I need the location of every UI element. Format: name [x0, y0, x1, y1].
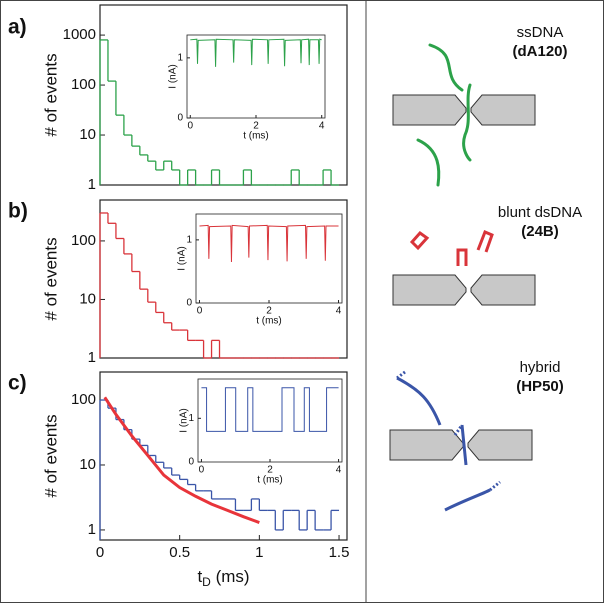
x-tick-label: 4	[336, 465, 342, 476]
y-tick-label: 0	[186, 298, 192, 309]
strand	[428, 43, 464, 92]
y-tick-label: 100	[71, 232, 96, 249]
current-trace	[199, 224, 339, 262]
dsdna-hairpins	[409, 230, 494, 266]
strand	[462, 83, 472, 162]
ssdna-strands	[416, 43, 472, 187]
panel-label: a)	[8, 16, 27, 39]
y-tick-label: 10	[79, 290, 96, 307]
diagram-name: ssDNA	[517, 24, 564, 41]
diagram-code: (HP50)	[516, 378, 564, 395]
x-axis-label: t (ms)	[243, 131, 269, 142]
panel-label: c)	[8, 372, 27, 395]
x-tick-label: 1.5	[329, 544, 350, 561]
hairpin	[409, 230, 430, 251]
strand	[416, 138, 441, 187]
x-tick-label: 0	[199, 465, 205, 476]
hairpin	[456, 248, 468, 266]
strand	[460, 424, 468, 466]
y-tick-label: 1	[186, 235, 192, 246]
diagram-name: hybrid	[520, 359, 561, 376]
y-tick-label: 0	[177, 113, 183, 124]
strand	[444, 488, 491, 512]
strand	[396, 376, 442, 426]
x-tick-label: 0.5	[169, 544, 190, 561]
plot-frame	[197, 378, 343, 463]
x-tick-label: 4	[319, 121, 325, 132]
pores	[389, 94, 536, 461]
hybrid-strands	[396, 370, 501, 512]
diagram-code: (24B)	[521, 223, 559, 240]
x-tick-label: 2	[253, 121, 259, 132]
y-tick-label: 1	[88, 521, 96, 538]
x-tick-label: 0	[197, 306, 203, 317]
current-trace	[190, 38, 322, 67]
y-tick-label: 0	[188, 457, 194, 468]
y-tick-label: 1	[177, 52, 183, 63]
x-axis-label: t (ms)	[257, 475, 283, 486]
y-axis-label: # of events	[41, 237, 60, 320]
strand	[489, 480, 501, 492]
x-tick-label: 0	[188, 121, 194, 132]
strand	[396, 370, 406, 380]
y-axis-label: # of events	[41, 414, 60, 497]
y-tick-label: 10	[79, 456, 96, 473]
y-tick-label: 1	[88, 176, 96, 193]
y-axis-label: I (nA)	[179, 408, 190, 432]
pore	[467, 429, 533, 461]
diagram-name: blunt dsDNA	[498, 204, 582, 221]
x-label-rest: (ms)	[211, 567, 250, 586]
x-axis-label: tD (ms)	[197, 567, 249, 589]
y-tick-label: 1	[88, 349, 96, 366]
pore	[392, 274, 467, 306]
plot-frame	[186, 34, 326, 119]
y-tick-label: 1	[188, 413, 194, 424]
x-tick-label: 0	[96, 544, 104, 561]
x-label-sub: D	[202, 575, 211, 589]
x-label-main: t	[197, 567, 202, 586]
y-axis-label: I (nA)	[177, 246, 188, 270]
diagram-code: (dA120)	[512, 43, 567, 60]
pore	[389, 429, 464, 461]
x-tick-label: 1	[255, 544, 263, 561]
x-tick-label: 4	[336, 306, 342, 317]
y-tick-label: 1000	[63, 26, 96, 43]
y-axis-label: I (nA)	[168, 64, 179, 88]
x-tick-label: 2	[267, 465, 273, 476]
x-tick-label: 2	[266, 306, 272, 317]
y-tick-label: 100	[71, 76, 96, 93]
y-tick-label: 10	[79, 126, 96, 143]
y-tick-label: 100	[71, 391, 96, 408]
y-axis-label: # of events	[41, 53, 60, 136]
hairpin	[476, 230, 494, 253]
pore	[470, 274, 536, 306]
pore	[392, 94, 467, 126]
panel-label: b)	[8, 200, 28, 223]
pore	[470, 94, 536, 126]
x-axis-label: t (ms)	[256, 316, 282, 327]
fit-line	[103, 396, 260, 524]
current-trace	[201, 387, 339, 432]
